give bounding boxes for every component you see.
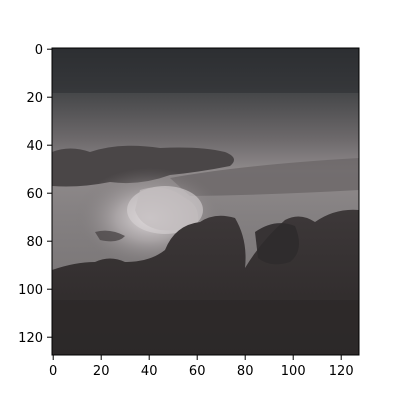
x-tick-label: 20	[93, 364, 110, 379]
y-tick-label: 0	[35, 43, 43, 58]
y-tick-label: 40	[26, 139, 43, 154]
x-tick-label: 80	[237, 364, 254, 379]
y-tick-label: 100	[18, 283, 43, 298]
y-tick-label: 60	[26, 187, 43, 202]
y-tick-label: 20	[26, 91, 43, 106]
x-tick-label: 120	[329, 364, 354, 379]
x-tick-label: 60	[189, 364, 206, 379]
storm-clouds-image	[52, 48, 359, 355]
x-tick-label: 0	[49, 364, 57, 379]
y-tick-label: 80	[26, 235, 43, 250]
axes-frame	[51, 47, 360, 356]
y-axis: 0 20 40 60 80 100 120	[18, 43, 52, 346]
x-tick-label: 100	[281, 364, 306, 379]
x-tick-label: 40	[141, 364, 158, 379]
y-tick-label: 120	[18, 331, 43, 346]
x-axis: 0 20 40 60 80 100 120	[49, 355, 354, 379]
